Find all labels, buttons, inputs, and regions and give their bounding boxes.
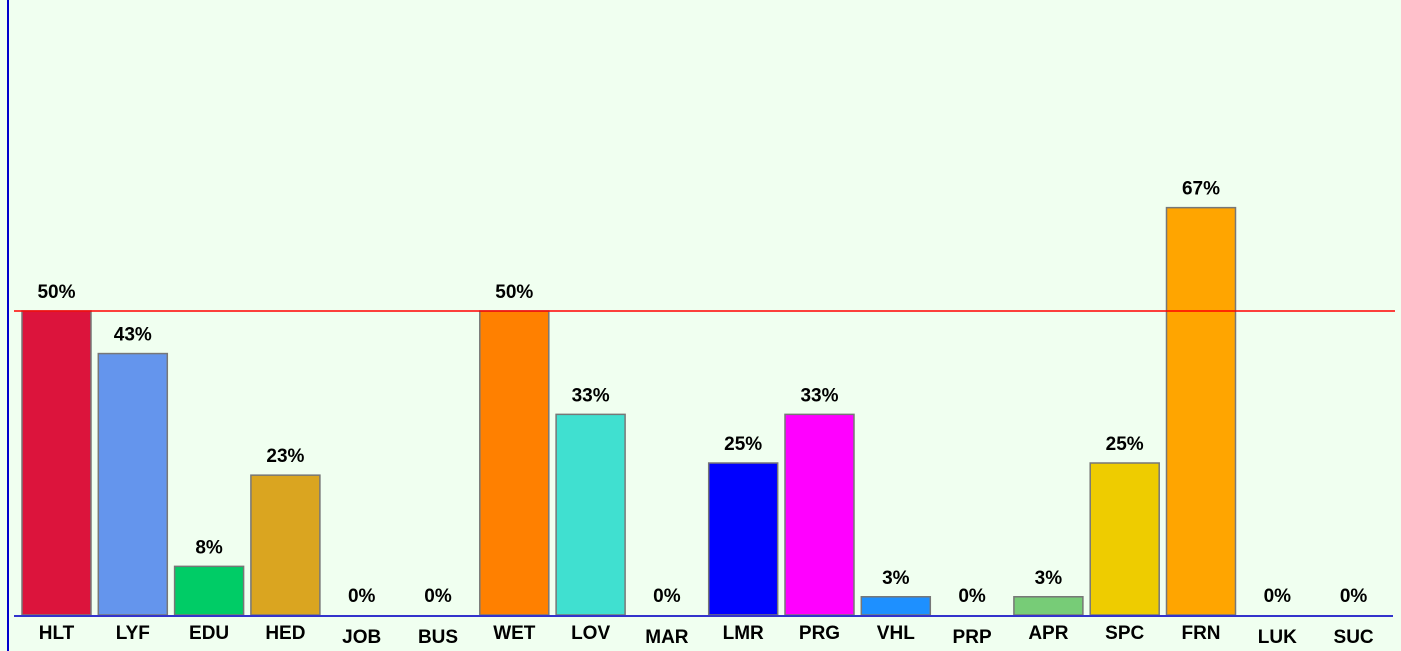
value-label: 50%: [37, 282, 75, 303]
x-tick-label: PRP: [953, 627, 992, 648]
value-label: 25%: [1106, 434, 1144, 455]
value-label: 43%: [114, 325, 152, 346]
x-tick-label: EDU: [189, 623, 229, 644]
value-label: 0%: [1340, 586, 1368, 607]
x-tick-label: PRG: [799, 623, 840, 644]
value-label: 0%: [348, 586, 376, 607]
bar: [1165, 206, 1237, 616]
bar: [97, 352, 169, 616]
x-tick-label: WET: [493, 623, 536, 644]
bar: [1089, 462, 1160, 616]
x-tick-label: SUC: [1334, 627, 1374, 648]
x-tick-label: SPC: [1105, 623, 1144, 644]
x-tick-label: HLT: [39, 623, 75, 644]
x-tick-label: LMR: [723, 623, 764, 644]
value-label: 25%: [724, 434, 762, 455]
value-label: 23%: [266, 446, 304, 467]
bar: [250, 474, 321, 616]
bar: [860, 596, 932, 616]
x-tick-label: VHL: [877, 623, 915, 644]
x-tick-label: LOV: [571, 623, 610, 644]
x-tick-label: FRN: [1181, 623, 1220, 644]
value-label: 0%: [653, 586, 681, 607]
value-label: 50%: [495, 282, 533, 303]
bar: [784, 413, 855, 616]
bar: [173, 565, 245, 616]
value-label: 67%: [1182, 179, 1220, 200]
value-label: 3%: [1035, 568, 1063, 589]
x-tick-label: APR: [1028, 623, 1068, 644]
x-tick-label: HED: [265, 623, 305, 644]
x-tick-label: LYF: [116, 623, 150, 644]
value-label: 0%: [958, 586, 986, 607]
value-label: 0%: [1264, 586, 1292, 607]
x-tick-label: JOB: [342, 627, 381, 648]
bar: [21, 310, 92, 616]
x-tick-label: LUK: [1258, 627, 1297, 648]
x-tick-label: BUS: [418, 627, 458, 648]
bar: [555, 413, 626, 616]
value-label: 3%: [882, 568, 910, 589]
value-label: 8%: [195, 537, 223, 558]
value-label: 33%: [572, 385, 610, 406]
value-label: 33%: [800, 385, 838, 406]
x-tick-label: MAR: [645, 627, 689, 648]
value-label: 0%: [424, 586, 452, 607]
bar: [707, 462, 779, 616]
bar: [1013, 596, 1084, 616]
bar: [479, 310, 550, 616]
